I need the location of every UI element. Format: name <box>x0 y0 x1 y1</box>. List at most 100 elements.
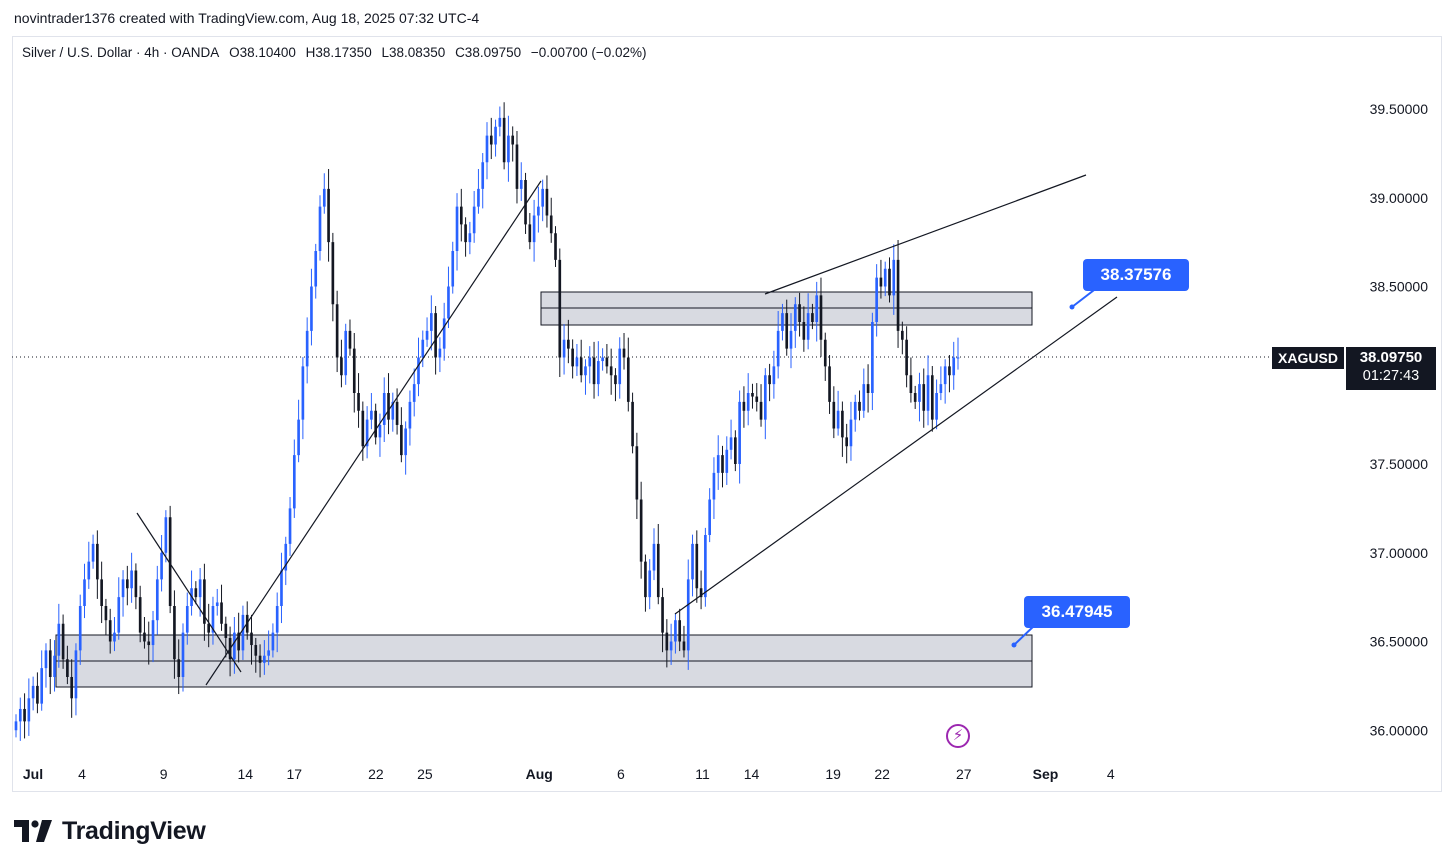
candle-body-down <box>515 144 519 189</box>
candle-body-down <box>858 401 861 411</box>
candle <box>263 640 266 675</box>
candle-body-up <box>121 579 125 598</box>
trendline-wedge-support[interactable] <box>674 296 1118 615</box>
candle-body-up <box>151 620 155 646</box>
candle <box>648 559 652 610</box>
candle <box>828 355 831 414</box>
candle-body-up <box>382 393 386 425</box>
candle-body-down <box>464 224 467 243</box>
candle-body-down <box>395 401 399 425</box>
candle <box>605 344 609 374</box>
candle-body-up <box>892 259 896 296</box>
candle-body-up <box>78 606 82 651</box>
candle <box>374 403 378 445</box>
candle-body-up <box>725 449 729 473</box>
candle <box>768 363 771 402</box>
candle <box>588 346 592 384</box>
candle <box>635 432 639 520</box>
candle-body-down <box>125 579 129 589</box>
candle-body-up <box>198 579 202 598</box>
candle-body-down <box>802 322 806 340</box>
candle <box>905 326 908 388</box>
candle <box>181 623 185 692</box>
candle <box>327 168 330 262</box>
candle-body-up <box>674 620 677 642</box>
candle <box>215 588 219 616</box>
candle <box>155 565 159 635</box>
candle <box>472 191 476 243</box>
candle-body-down <box>609 366 613 376</box>
candle <box>113 617 116 652</box>
candle <box>430 295 433 351</box>
x-tick-label: 27 <box>956 766 972 782</box>
candle <box>554 226 557 267</box>
candle-body-up <box>746 393 750 411</box>
candle-body-up <box>53 655 56 677</box>
candle <box>421 330 425 368</box>
candle <box>31 676 35 711</box>
candle <box>164 510 168 563</box>
tradingview-logo[interactable]: TradingView <box>14 817 206 845</box>
candle <box>365 406 369 459</box>
lightning-icon[interactable]: ⚡ <box>946 724 970 748</box>
candle-body-up <box>442 318 446 349</box>
candle-body-down <box>108 620 112 642</box>
candle-body-up <box>519 180 523 189</box>
candle <box>370 393 373 430</box>
candle <box>335 290 339 373</box>
x-tick-label: 19 <box>825 766 841 782</box>
candle <box>772 350 776 399</box>
candle-body-down <box>138 597 142 633</box>
candle <box>725 436 729 485</box>
candle <box>391 392 395 432</box>
candle <box>425 317 429 347</box>
candle-body-up <box>117 597 121 633</box>
candle <box>631 392 634 454</box>
y-tick-label: 39.50000 <box>1370 101 1429 117</box>
candle <box>519 162 523 201</box>
candle-body-down <box>798 304 801 322</box>
candle-body-up <box>532 215 536 243</box>
candle-body-down <box>631 401 634 447</box>
candle-body-down <box>901 330 904 340</box>
candle <box>789 313 793 369</box>
candle <box>609 348 613 395</box>
legend-close: C38.09750 <box>455 45 522 60</box>
candle-body-up <box>233 632 236 660</box>
candle <box>284 536 288 586</box>
candle-body-down <box>524 180 527 225</box>
candle <box>948 355 951 393</box>
trendline-downtrend-july[interactable] <box>136 512 242 673</box>
x-axis[interactable]: Jul 4 9 14 17 22 25 Aug 6 11 14 19 22 27 Sep 4 <box>23 766 1115 782</box>
candle <box>498 106 502 137</box>
candle <box>66 645 69 685</box>
candle-body-up <box>447 286 450 319</box>
candle-body-up <box>91 543 95 562</box>
candle-body-down <box>742 401 746 411</box>
candle-body-up <box>408 401 412 429</box>
legend-symbol[interactable]: Silver / U.S. Dollar · 4h · OANDA <box>22 45 220 60</box>
candle <box>100 561 103 624</box>
candle-body-down <box>220 602 223 624</box>
candle <box>241 605 245 660</box>
candle-body-down <box>823 339 827 367</box>
candle <box>361 401 365 461</box>
x-tick-label: 14 <box>744 766 760 782</box>
candle-body-down <box>100 579 103 606</box>
candle <box>883 261 887 297</box>
y-axis[interactable]: 39.5000039.0000038.5000038.0000037.50000… <box>1370 101 1429 738</box>
candle <box>143 617 146 649</box>
candle-body-down <box>352 348 356 393</box>
candle <box>267 630 270 666</box>
candle-body-up <box>943 366 947 385</box>
candle <box>442 302 446 361</box>
callout-upper-price[interactable]: 38.37576 <box>1083 259 1189 291</box>
trendline-uptrend-july[interactable] <box>205 180 542 686</box>
candle <box>237 612 240 663</box>
callout-lower-price[interactable]: 36.47945 <box>1024 596 1130 628</box>
candle-body-up <box>438 348 442 358</box>
trendline-wedge-resistance[interactable] <box>764 174 1087 295</box>
candle-body-up <box>455 206 459 251</box>
candle <box>626 337 630 412</box>
